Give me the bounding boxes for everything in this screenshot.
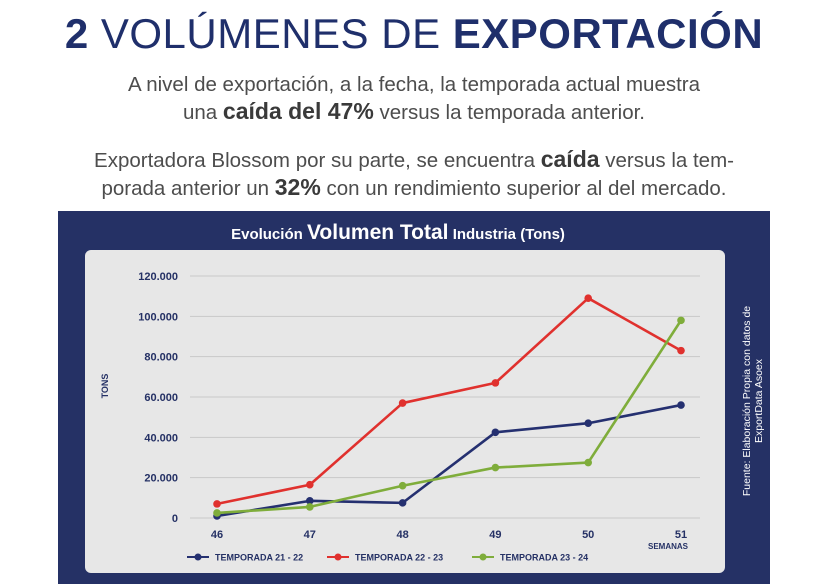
section-number: 2 — [64, 10, 89, 57]
highlight-caida: caída — [540, 146, 600, 172]
title-bold: EXPORTACIÓN — [452, 10, 764, 57]
chart-title: Evolución Volumen Total Industria (Tons) — [58, 221, 738, 245]
highlight-percent: 32% — [274, 174, 321, 200]
source-line-1: Fuente: Elaboración Propia con datos de — [741, 305, 753, 497]
source-note: Fuente: Elaboración Propia con datos de E… — [740, 251, 766, 551]
page-title: 2 VOLÚMENES DE EXPORTACIÓN — [0, 10, 828, 58]
paragraph-blossom-line2: porada anterior un 32% con un rendimient… — [30, 174, 798, 202]
paragraph-blossom-line1: Exportadora Blossom por su parte, se enc… — [30, 146, 798, 174]
chart-title-main: Volumen Total — [306, 221, 449, 244]
text-segment: porada anterior un — [101, 177, 270, 200]
source-note-text: Fuente: Elaboración Propia con datos de E… — [741, 306, 765, 496]
chart-panel: Evolución Volumen Total Industria (Tons)… — [58, 211, 770, 584]
chart-title-post: Industria (Tons) — [452, 226, 565, 243]
text-segment: con un rendimiento superior al del merca… — [326, 177, 727, 200]
text-segment: una — [183, 101, 218, 124]
source-line-2: ExportData Asoex — [753, 358, 765, 444]
highlight-drop: caída del 47% — [222, 98, 374, 124]
text-segment: versus la temporada anterior. — [379, 101, 645, 124]
paragraph-market-line1: A nivel de exportación, a la fecha, la t… — [127, 73, 701, 96]
plot-area — [85, 250, 725, 573]
text-segment: versus la tem- — [605, 149, 734, 172]
paragraph-market: A nivel de exportación, a la fecha, la t… — [30, 72, 798, 126]
paragraph-market-line2: una caída del 47% versus la temporada an… — [30, 98, 798, 126]
chart-title-pre: Evolución — [231, 226, 303, 243]
title-light: VOLÚMENES DE — [100, 10, 441, 57]
text-segment: Exportadora Blossom por su parte, se enc… — [94, 149, 536, 172]
paragraph-blossom: Exportadora Blossom por su parte, se enc… — [30, 146, 798, 202]
